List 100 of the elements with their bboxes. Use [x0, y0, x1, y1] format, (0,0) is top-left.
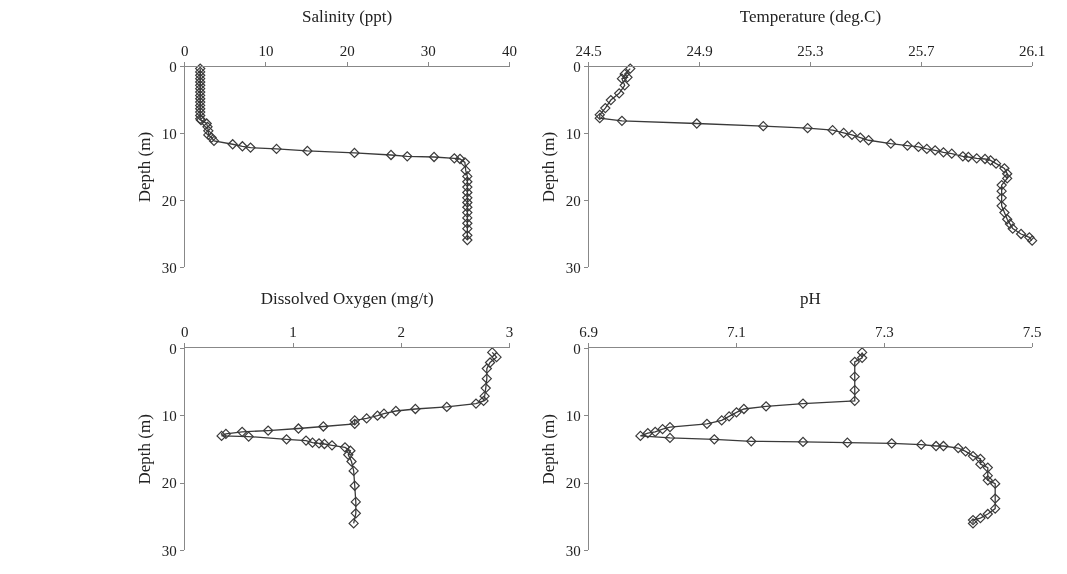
point [307, 437, 318, 448]
x-tick-label: 1 [289, 324, 297, 341]
point [990, 503, 1001, 514]
point [664, 422, 676, 433]
x-tick-label: 3 [505, 324, 514, 341]
y-tick-label: 30 [565, 259, 581, 276]
point [372, 410, 383, 421]
point [849, 356, 860, 367]
point [642, 428, 653, 439]
point [996, 200, 1007, 212]
x-axis-title: pH [800, 288, 821, 308]
point [348, 465, 359, 477]
x-tick-label: 10 [258, 42, 274, 59]
point [481, 373, 492, 384]
point [281, 434, 292, 445]
point [478, 395, 489, 407]
point [856, 347, 868, 358]
point [594, 109, 605, 120]
point [701, 418, 713, 429]
point [996, 179, 1007, 191]
point [625, 63, 636, 74]
point [838, 127, 849, 139]
point [960, 446, 971, 457]
y-tick-label: 0 [573, 58, 581, 75]
point [758, 121, 769, 132]
y-tick-label: 0 [169, 340, 177, 357]
point [967, 514, 979, 526]
point [990, 478, 1001, 489]
point [462, 187, 473, 198]
point [350, 508, 361, 519]
x-tick-label: 0 [181, 42, 189, 59]
x-tick-label: 25.7 [908, 42, 935, 59]
point [975, 512, 986, 524]
point [349, 147, 360, 159]
point [619, 68, 630, 80]
x-axis-title: Dissolved Oxygen (mg/t) [260, 288, 434, 308]
x-tick-label: 7.5 [1022, 324, 1042, 341]
x-axis-title: Temperature (deg.C) [739, 7, 882, 27]
point [827, 125, 838, 136]
point [237, 426, 248, 438]
point [957, 151, 968, 162]
point [999, 163, 1010, 174]
point [487, 347, 498, 358]
point [691, 118, 702, 129]
point [480, 382, 491, 394]
point [428, 151, 440, 163]
point [842, 437, 853, 448]
point [385, 149, 397, 161]
point [1015, 228, 1027, 240]
x-tick-label: 20 [339, 42, 355, 59]
y-axis-title: Depth (m) [539, 414, 559, 485]
point [462, 171, 473, 182]
point [339, 442, 351, 453]
y-tick-label: 20 [161, 475, 177, 492]
point [967, 518, 979, 529]
x-tick-label: 7.1 [727, 324, 746, 341]
point [402, 151, 413, 162]
y-tick-label: 0 [573, 340, 581, 357]
point [664, 432, 676, 444]
point [709, 434, 720, 445]
point [195, 66, 206, 78]
point [979, 153, 991, 165]
point [963, 151, 974, 163]
y-axis-title: Depth (m) [135, 131, 155, 203]
point [462, 181, 473, 193]
y-tick-label: 10 [161, 125, 177, 142]
x-tick-label: 30 [420, 42, 436, 59]
point [982, 475, 993, 486]
point [616, 73, 628, 84]
point [971, 153, 982, 164]
point [462, 207, 473, 218]
point [716, 415, 727, 426]
point [635, 430, 646, 442]
point [348, 518, 359, 529]
x-tick-label: 7.3 [874, 324, 894, 341]
x-tick-label: 25.3 [797, 42, 824, 59]
point [470, 398, 482, 409]
point [982, 462, 993, 473]
point [797, 398, 809, 409]
point [378, 408, 390, 419]
point [746, 436, 757, 447]
x-tick-label: 24.9 [686, 42, 713, 59]
point [318, 421, 329, 432]
point [594, 113, 605, 124]
point [390, 405, 402, 417]
point [1002, 214, 1013, 225]
point [237, 141, 248, 152]
point [216, 430, 227, 442]
point [849, 371, 860, 382]
point [462, 218, 473, 229]
point [885, 138, 896, 149]
point [1002, 173, 1013, 184]
point [460, 165, 471, 176]
y-tick-label: 10 [565, 125, 581, 142]
point [243, 431, 254, 442]
y-axis-title: Depth (m) [135, 414, 155, 485]
point [982, 508, 993, 520]
point [953, 442, 964, 454]
point [481, 363, 492, 374]
point [990, 158, 1002, 169]
